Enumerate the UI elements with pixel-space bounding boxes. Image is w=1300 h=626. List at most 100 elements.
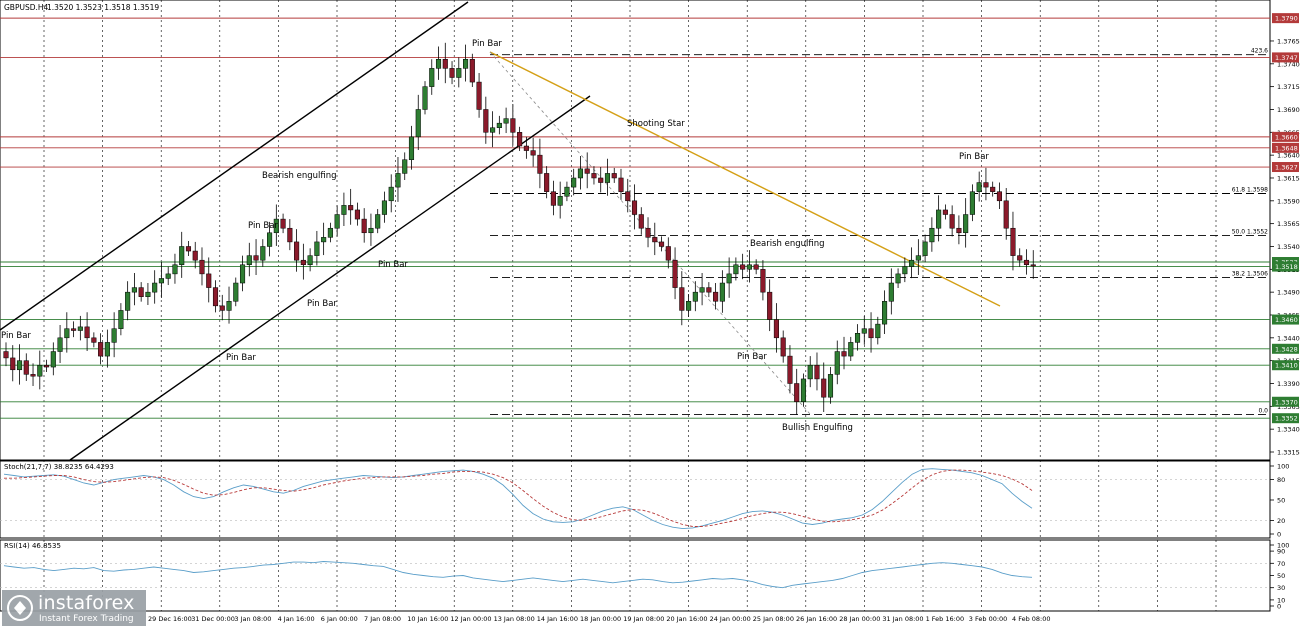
candle-bearish	[483, 109, 489, 133]
candle-bullish	[37, 364, 43, 377]
pattern-annotation: Bearish engulfing	[262, 171, 337, 181]
candle-bullish	[463, 58, 469, 69]
level-tag-box	[1272, 314, 1299, 325]
candle-bearish	[1030, 264, 1036, 267]
price-tick-label: 1.3565	[1277, 220, 1300, 228]
candle-bearish	[821, 378, 827, 398]
time-tick-label: 3 Feb 00:00	[969, 615, 1008, 623]
candle-bearish	[990, 186, 996, 192]
candle-bearish	[192, 250, 198, 261]
candle-bearish	[706, 287, 712, 293]
time-tick-label: 6 Jan 00:00	[321, 615, 358, 623]
candle-bullish	[976, 182, 982, 192]
pattern-annotation: Bullish Engulfing	[782, 423, 853, 433]
candle-bullish	[388, 186, 394, 202]
main-panel-frame	[0, 0, 1271, 461]
candle-bearish	[996, 191, 1003, 202]
time-tick-label: 14 Jan 16:00	[537, 615, 578, 623]
pattern-annotation: Pin Bar	[226, 353, 256, 363]
pattern-annotation: Pin Bar	[248, 221, 278, 231]
candle-bullish	[895, 273, 901, 284]
candle-bearish	[645, 227, 651, 238]
brand-logo: instaforex Instant Forex Trading	[2, 590, 146, 626]
candle-bullish	[131, 287, 137, 293]
level-tag-label: 1.3648	[1275, 144, 1298, 152]
candle-bullish	[456, 68, 462, 78]
candle-bullish	[273, 218, 279, 234]
candle-bearish	[942, 209, 948, 215]
candle-bullish	[564, 186, 570, 197]
candle-bullish	[158, 278, 164, 284]
candle-bearish	[814, 364, 820, 380]
candle-bearish	[672, 259, 678, 288]
candle-bearish	[713, 291, 719, 302]
price-tick-label: 1.3590	[1277, 197, 1300, 205]
candle-bullish	[179, 246, 185, 266]
candle-bearish	[665, 246, 671, 261]
candle-bullish	[118, 310, 124, 329]
candle-bullish	[402, 159, 408, 174]
price-tick-label: 1.3490	[1277, 289, 1300, 297]
fib-level-label: 38.2 1.3506	[1232, 271, 1268, 278]
vertical-grid	[43, 0, 1217, 611]
time-tick-label: 4 Feb 08:00	[1012, 615, 1051, 623]
level-tag-box	[1272, 261, 1299, 272]
candle-bullish	[902, 266, 908, 275]
candle-bearish	[1023, 259, 1030, 266]
pattern-annotation: Shooting Star	[627, 119, 685, 129]
time-tick-label: 31 Jan 08:00	[882, 615, 923, 623]
candle-bearish	[476, 81, 482, 110]
candle-bearish	[780, 337, 786, 357]
candle-bullish	[571, 177, 577, 188]
candle-bullish	[496, 122, 502, 128]
candle-bearish	[348, 205, 354, 211]
candle-bearish	[679, 287, 685, 311]
indicator-tick-label: 0	[1277, 531, 1281, 539]
time-tick-label: 12 Jan 00:00	[450, 615, 491, 623]
candle-bearish	[591, 173, 597, 179]
indicator-tick-label: 70	[1277, 560, 1285, 568]
candle-bullish	[827, 374, 834, 398]
time-tick-label: 20 Jan 16:00	[666, 615, 707, 623]
candle-bullish	[604, 173, 611, 183]
candle-bullish	[503, 118, 509, 124]
candle-bullish	[922, 241, 928, 256]
time-axis: 29 Dec 16:00 31 Dec 00:00 3 Jan 08:00 4 Jan…	[148, 615, 1051, 623]
indicator-tick-label: 50	[1277, 497, 1285, 505]
candle-bullish	[226, 301, 232, 311]
time-tick-label: 13 Jan 08:00	[494, 615, 535, 623]
candle-bearish	[611, 173, 617, 179]
level-price-tags: 1.37901.37471.36601.36481.36271.35231.35…	[1272, 13, 1299, 424]
candle-bearish	[625, 191, 631, 202]
candles	[3, 42, 1036, 415]
level-tag-label: 1.3747	[1275, 54, 1298, 62]
brand-tagline: Instant Forex Trading	[39, 614, 134, 624]
time-tick-label: 26 Jan 16:00	[796, 615, 837, 623]
candle-bearish	[212, 287, 219, 307]
candle-bullish	[969, 191, 975, 215]
candle-bearish	[287, 227, 293, 243]
candle-bearish	[618, 177, 624, 192]
candle-bearish	[598, 177, 604, 183]
time-tick-label: 3 Jan 08:00	[234, 615, 271, 623]
level-tag-label: 1.3627	[1275, 164, 1298, 172]
price-tick-label: 1.3440	[1277, 334, 1300, 342]
candle-bullish	[915, 255, 921, 261]
candle-bullish	[963, 214, 969, 234]
candle-bullish	[172, 264, 178, 275]
candle-bearish	[442, 58, 448, 69]
pattern-annotation: Pin Bar	[307, 299, 337, 309]
candle-bullish	[381, 200, 388, 215]
candle-bullish	[854, 333, 861, 343]
candle-bearish	[956, 227, 962, 234]
candle-bearish	[658, 241, 665, 247]
candle-bearish	[43, 364, 50, 368]
price-tick-label: 1.3765	[1277, 37, 1300, 45]
candle-bearish	[510, 118, 516, 133]
candle-bearish	[787, 355, 793, 384]
candle-bullish	[557, 195, 563, 206]
candle-bearish	[185, 246, 192, 252]
candle-bullish	[77, 326, 83, 331]
price-tick-label: 1.3640	[1277, 152, 1300, 160]
candle-bullish	[104, 342, 110, 357]
